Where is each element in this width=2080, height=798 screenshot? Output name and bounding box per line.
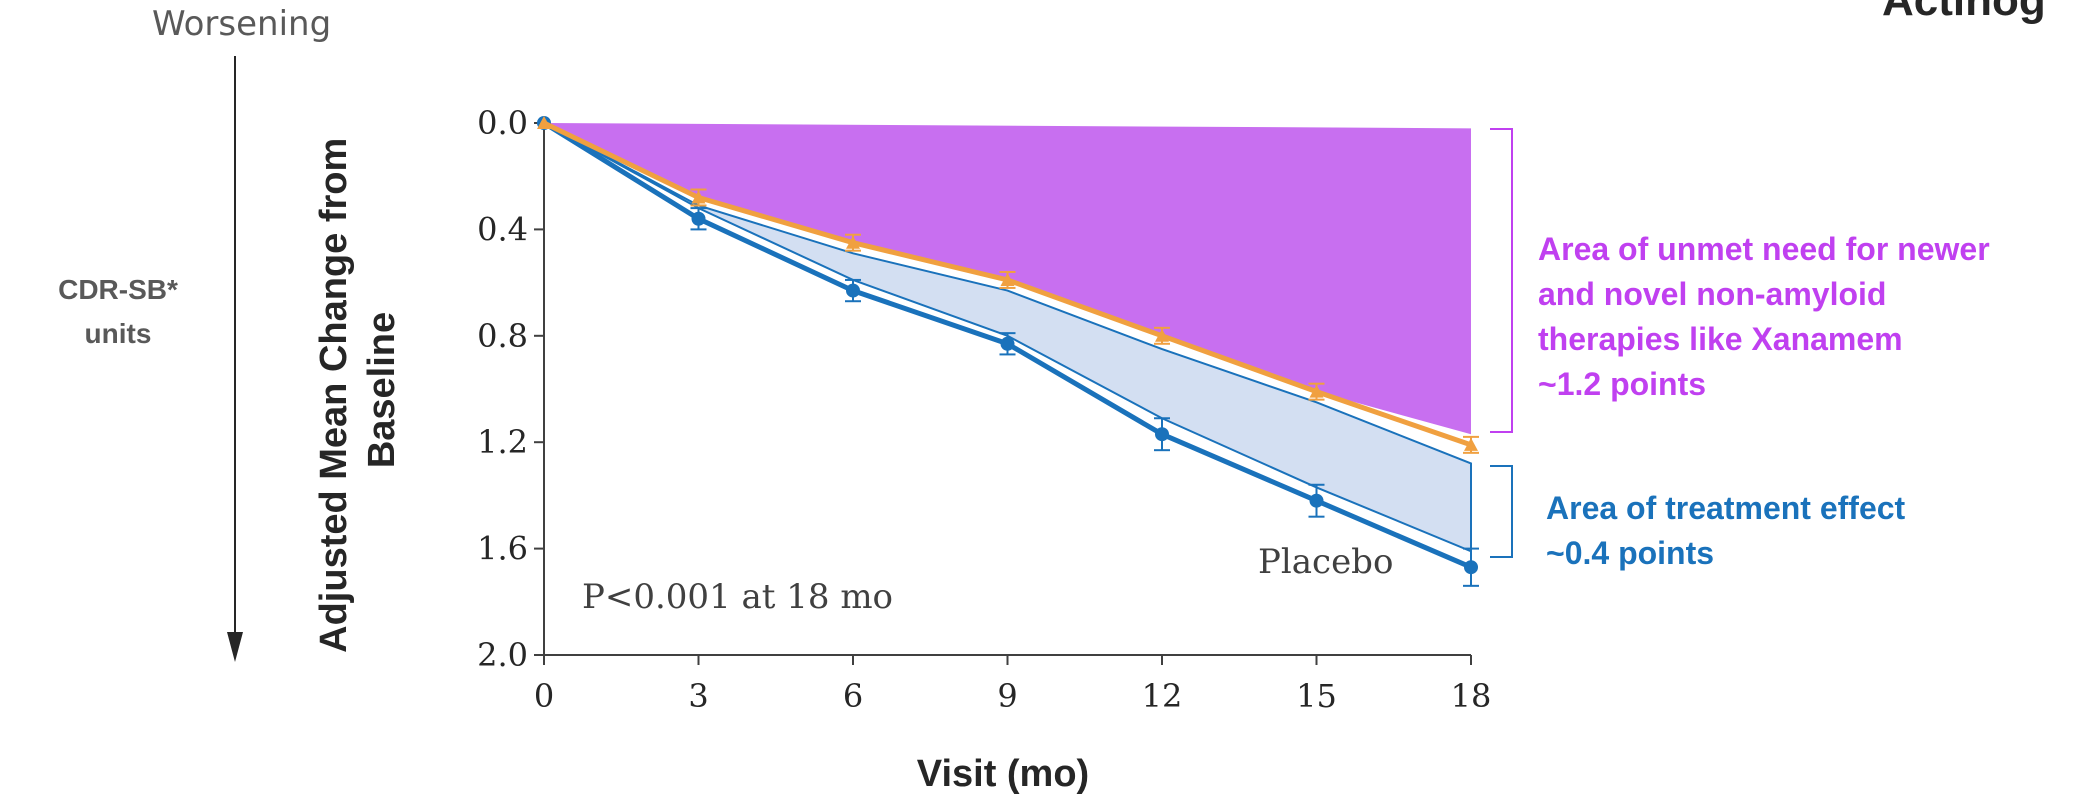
worsening-label: Worsening [152, 4, 332, 44]
data-point [537, 116, 551, 129]
annotation-brackets [1490, 128, 1513, 558]
treatment-effect-line-2: ~0.4 points [1546, 535, 1715, 571]
data-point [691, 211, 706, 226]
unmet-need-line-3: therapies like Xanamem [1538, 321, 1903, 357]
x-tick-label: 18 [1451, 677, 1492, 715]
series-lines [537, 116, 1479, 587]
x-tick-label: 9 [997, 677, 1017, 715]
x-axis-label: Visit (mo) [917, 753, 1089, 795]
x-tick-label: 12 [1142, 677, 1183, 715]
placebo-label: Placebo [1258, 542, 1393, 582]
data-point [1000, 336, 1015, 351]
y-axis-label-line-1: Adjusted Mean Change from [313, 138, 355, 653]
treatment-effect-bracket [1490, 465, 1513, 558]
axes: 0.0 0.4 0.8 1.2 1.6 2.00 3 6 9 12 15 18 [477, 104, 1491, 715]
data-point [1464, 560, 1478, 575]
data-point [1000, 272, 1015, 286]
y-tick-label: 2.0 [477, 636, 528, 674]
x-tick-label: 6 [843, 677, 863, 715]
worsening-arrow [227, 56, 243, 662]
p-value-annotation: P<0.001 at 18 mo [582, 577, 893, 617]
y-axis-label: Adjusted Mean Change from Baseline [313, 127, 403, 653]
unmet-need-annotation: Area of unmet need for newer and novel n… [1538, 227, 1990, 407]
corner-logo-text: Actinog [1882, 0, 2046, 25]
unmet-need-bracket [1490, 128, 1513, 433]
x-tick-label: 3 [688, 677, 708, 715]
data-point [1309, 384, 1324, 398]
series-0 [537, 116, 1479, 587]
y-tick-label: 0.4 [477, 210, 528, 248]
y-tick-label: 0.0 [477, 104, 528, 142]
x-tick-label: 15 [1296, 677, 1337, 715]
unmet-need-line-1: Area of unmet need for newer [1538, 231, 1990, 267]
y-axis-label-line-2: Baseline [361, 312, 403, 468]
data-point [846, 235, 860, 249]
treatment-effect-line-1: Area of treatment effect [1546, 490, 1906, 526]
treatment-effect-area [543, 122, 1472, 553]
data-point [691, 190, 706, 204]
data-point [846, 283, 860, 298]
x-tick-label: 0 [534, 677, 554, 715]
data-point [1464, 437, 1478, 451]
series-1 [537, 116, 1479, 454]
data-point [1309, 493, 1324, 508]
y-tick-label: 1.6 [477, 530, 528, 568]
unmet-need-line-2: and novel non-amyloid [1538, 276, 1887, 312]
y-tick-label: 0.8 [477, 317, 528, 355]
cdr-sb-label-line-1: CDR-SB* [58, 274, 178, 305]
data-point [1155, 328, 1169, 342]
cdr-sb-label-line-2: units [84, 318, 152, 349]
unmet-need-line-4: ~1.2 points [1538, 366, 1707, 402]
cdr-sb-units-label: CDR-SB* units [18, 268, 218, 356]
data-point [1155, 427, 1169, 442]
y-tick-label: 1.2 [477, 423, 528, 461]
chart-labels: Adjusted Mean Change from Baseline Visit… [313, 127, 1393, 795]
treatment-effect-annotation: Area of treatment effect ~0.4 points [1546, 486, 1905, 576]
